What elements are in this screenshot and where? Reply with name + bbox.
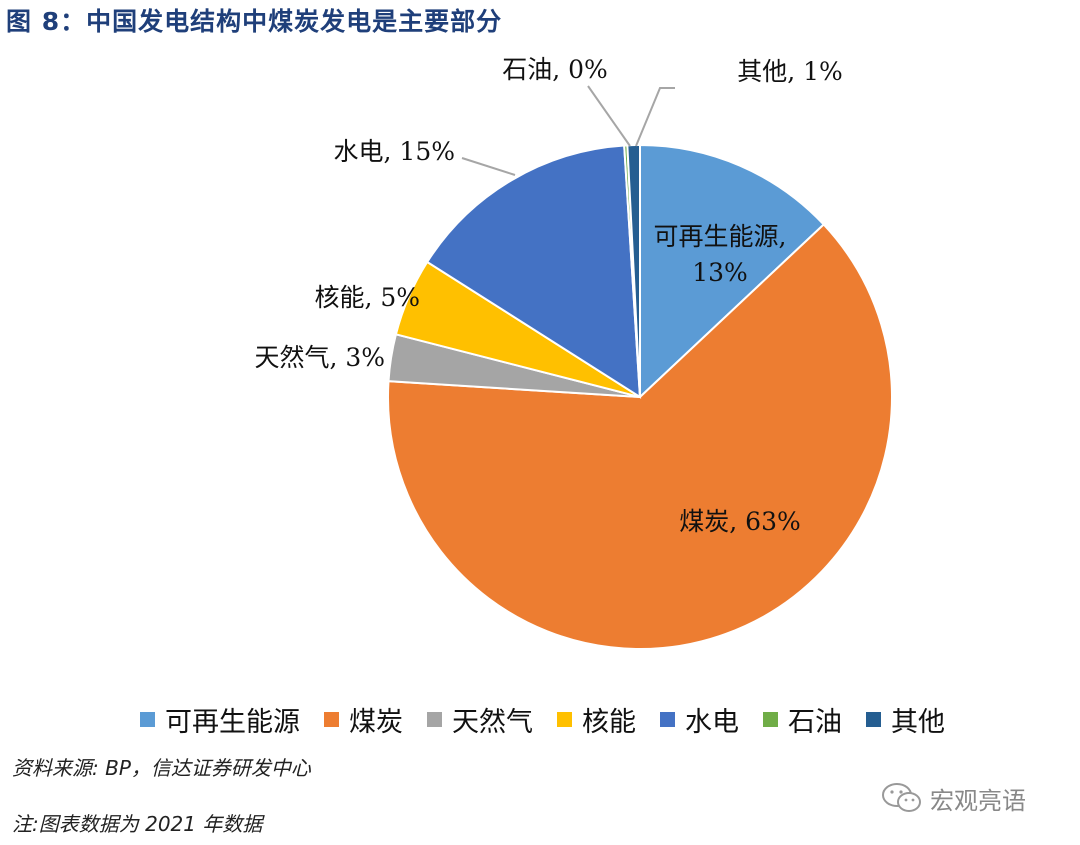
slice-label-3: 核能, 5% — [314, 283, 420, 312]
slice-label-1: 煤炭, 63% — [679, 507, 800, 536]
legend-swatch — [660, 712, 675, 727]
pie-chart: 可再生能源, 13% 煤炭, 63% 天然气, 3% 核能, 5% 水电, 15% 石油, … — [254, 55, 893, 650]
watermark-text: 宏观亮语 — [930, 786, 1026, 815]
leader-line-6 — [635, 87, 675, 147]
legend-item-3: 核能 — [557, 700, 636, 739]
legend-label: 其他 — [891, 707, 945, 738]
chart-title: 图 8：中国发电结构中煤炭发电是主要部分 — [6, 7, 503, 36]
legend-swatch — [557, 712, 572, 727]
slice-label-4: 水电, 15% — [334, 137, 455, 166]
pie-slice-4 — [425, 144, 642, 399]
slice-label-value-0: 13% — [692, 258, 748, 287]
legend-item-2: 天然气 — [427, 700, 533, 739]
leader-line-4 — [461, 157, 516, 176]
leader-lines — [461, 85, 675, 176]
leader-line-5 — [587, 85, 631, 147]
slice-label-2: 天然气, 3% — [254, 343, 385, 372]
legend-swatch — [140, 712, 155, 727]
legend-label: 可再生能源 — [165, 707, 300, 738]
wechat-icon — [882, 783, 921, 812]
pie-slice-1 — [387, 223, 893, 650]
legend-swatch — [427, 712, 442, 727]
legend-swatch — [866, 712, 881, 727]
watermark: 宏观亮语 — [880, 780, 1026, 816]
footnote: 注:图表数据为 2021 年数据 — [12, 812, 263, 836]
legend-item-4: 水电 — [660, 700, 739, 739]
legend-item-1: 煤炭 — [324, 700, 403, 739]
legend-label: 天然气 — [452, 707, 533, 738]
legend-label: 石油 — [788, 707, 842, 738]
legend-item-5: 石油 — [763, 700, 842, 739]
slice-label-0: 可再生能源, — [654, 222, 787, 251]
slice-label-5: 石油, 0% — [502, 55, 608, 84]
pie-slice-0 — [639, 143, 826, 400]
slice-labels: 可再生能源, 13% 煤炭, 63% 天然气, 3% 核能, 5% 水电, 15% 石油, … — [254, 55, 842, 536]
legend: 可再生能源 煤炭 天然气 核能 水电 石油 其他 — [140, 700, 945, 739]
pie-slice-6 — [626, 143, 641, 398]
pie-slices — [387, 143, 893, 650]
legend-item-0: 可再生能源 — [140, 700, 300, 739]
legend-swatch — [763, 712, 778, 727]
legend-label: 核能 — [582, 707, 636, 738]
slice-label-6: 其他, 1% — [737, 57, 843, 86]
legend-label: 水电 — [685, 707, 739, 738]
source-note: 资料来源: BP，信达证券研发中心 — [12, 756, 311, 780]
legend-item-6: 其他 — [866, 700, 945, 739]
legend-swatch — [324, 712, 339, 727]
legend-label: 煤炭 — [349, 707, 403, 738]
